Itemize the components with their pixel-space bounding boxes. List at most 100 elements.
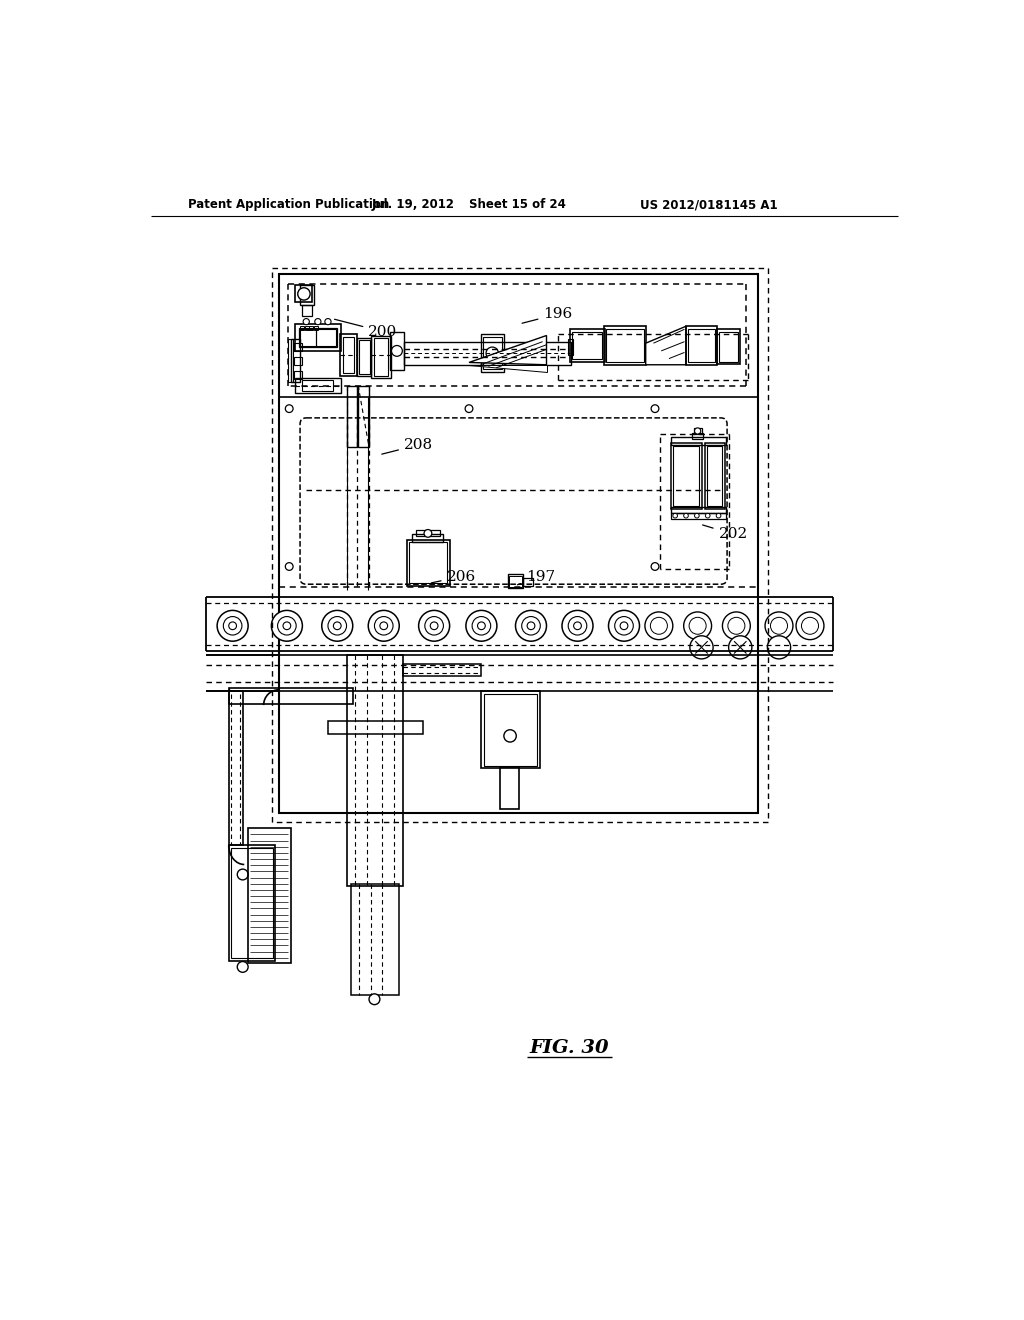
Bar [606,329,644,363]
Circle shape [573,622,582,630]
Circle shape [472,616,490,635]
Circle shape [477,622,485,630]
Circle shape [238,869,248,880]
Circle shape [802,618,818,635]
Circle shape [314,318,321,325]
Bar [357,338,372,376]
Text: 196: 196 [522,308,572,323]
Bar [316,330,337,346]
Bar [305,326,308,330]
Circle shape [716,513,721,517]
Bar [228,845,275,961]
Circle shape [238,961,248,973]
Circle shape [521,616,541,635]
Bar [407,540,450,586]
Circle shape [380,622,388,630]
Bar [302,305,311,317]
Bar [295,378,341,393]
Bar [294,343,302,351]
Bar [413,535,443,543]
Circle shape [765,612,793,640]
Circle shape [673,513,678,517]
Text: Sheet 15 of 24: Sheet 15 of 24 [469,198,565,211]
Bar [671,507,726,513]
Text: 206: 206 [431,569,476,583]
Circle shape [621,622,628,630]
Bar [351,884,399,995]
Bar [403,342,570,364]
Bar [228,692,243,845]
Circle shape [651,562,658,570]
Circle shape [650,618,668,635]
Bar [671,437,726,445]
Bar [481,692,540,768]
Bar [358,385,369,447]
Circle shape [527,622,535,630]
Bar [480,334,504,372]
Circle shape [722,612,751,640]
Bar [719,331,738,362]
Text: FIG. 30: FIG. 30 [530,1039,609,1057]
Text: 197: 197 [517,569,555,585]
Bar [291,339,300,381]
Circle shape [369,994,380,1005]
Bar [410,543,447,583]
Bar [509,576,521,586]
Bar [604,326,646,364]
Bar [508,574,523,589]
Bar [569,330,604,362]
Bar [300,330,315,346]
Text: 202: 202 [702,525,748,541]
Text: US 2012/0181145 A1: US 2012/0181145 A1 [640,198,777,211]
Bar [483,337,502,370]
Circle shape [328,616,346,635]
Bar [347,655,403,886]
Bar [359,341,370,374]
Circle shape [562,610,593,642]
Circle shape [486,347,499,359]
Bar [300,326,304,330]
Circle shape [430,622,438,630]
Circle shape [796,612,824,640]
Circle shape [391,346,402,356]
Circle shape [684,612,712,640]
Circle shape [375,616,393,635]
Polygon shape [469,335,547,364]
Circle shape [706,513,710,517]
Bar [705,444,725,508]
Text: 208: 208 [382,438,433,454]
Circle shape [694,428,700,434]
Bar [343,337,354,374]
Circle shape [504,730,516,742]
Circle shape [286,405,293,413]
Circle shape [283,622,291,630]
Bar [294,371,302,379]
Circle shape [217,610,248,642]
Bar [289,339,293,381]
Circle shape [298,288,310,300]
Text: Jul. 19, 2012: Jul. 19, 2012 [372,198,455,211]
Bar [692,433,703,438]
Circle shape [278,616,296,635]
Circle shape [614,616,633,635]
Bar [228,688,352,704]
Circle shape [689,618,707,635]
Bar [686,326,717,364]
Bar [417,531,439,536]
Bar [300,285,314,305]
Circle shape [466,610,497,642]
Bar [568,339,572,355]
Circle shape [690,636,713,659]
Circle shape [369,610,399,642]
Polygon shape [646,326,686,364]
Bar [248,829,291,964]
Bar [302,380,334,391]
Circle shape [286,562,293,570]
Bar [671,512,726,519]
Bar [688,329,715,363]
Circle shape [651,405,658,413]
Circle shape [334,622,341,630]
Bar [707,446,722,507]
Circle shape [303,318,309,325]
Bar [523,578,532,586]
